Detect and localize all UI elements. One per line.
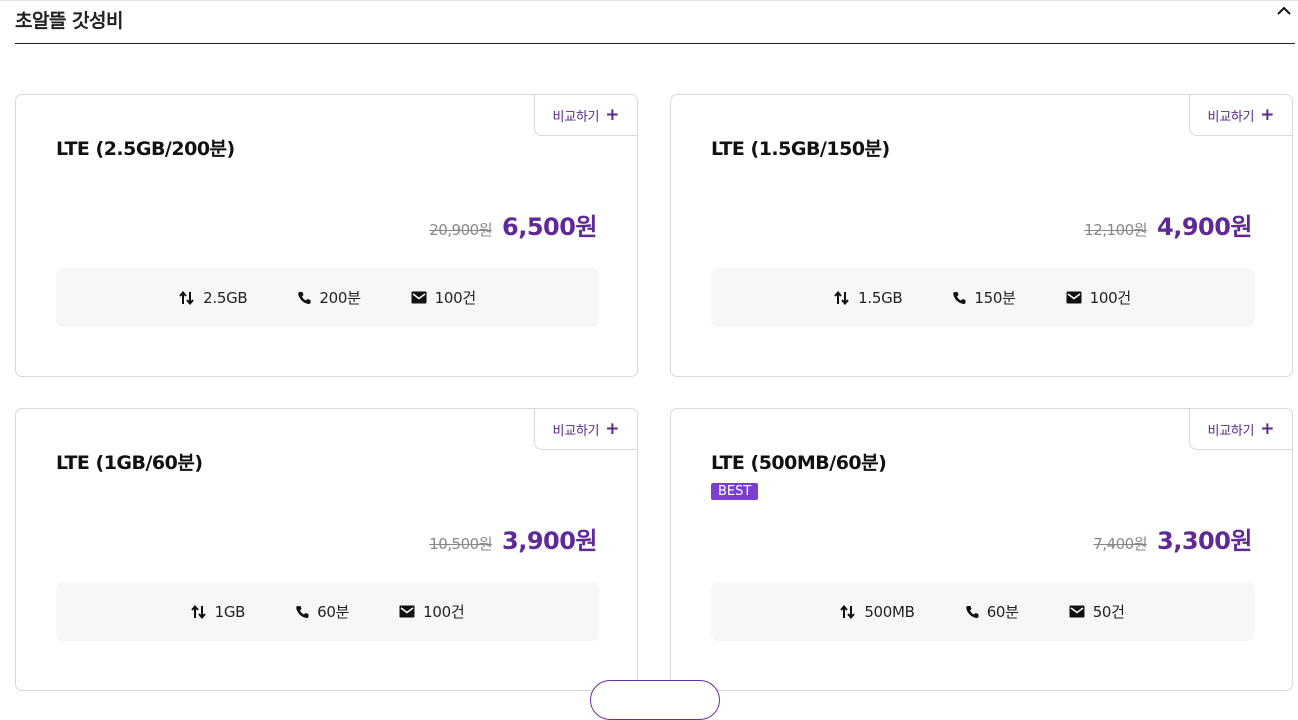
- spec-box: 2.5GB 200분 100건: [56, 268, 599, 327]
- spec-sms: 100건: [1066, 287, 1131, 308]
- sale-price: 3,900원: [502, 527, 598, 555]
- compare-label: 비교하기: [1207, 423, 1255, 439]
- spec-sms-value: 100건: [434, 289, 477, 307]
- spec-sms: 100건: [411, 287, 476, 308]
- data-arrows-icon: [179, 290, 194, 305]
- mail-icon: [1066, 291, 1082, 304]
- spec-data: 1GB: [190, 602, 246, 621]
- spec-data-value: 500MB: [864, 602, 915, 621]
- phone-icon: [965, 605, 979, 618]
- original-price: 20,900원: [429, 221, 492, 239]
- spec-data: 1.5GB: [834, 288, 903, 307]
- compare-button[interactable]: 비교하기 +: [1189, 409, 1292, 450]
- mail-icon: [1069, 605, 1085, 618]
- compare-button[interactable]: 비교하기 +: [534, 95, 637, 136]
- original-price: 7,400원: [1093, 535, 1147, 553]
- plan-card[interactable]: 비교하기 + LTE (500MB/60분) BEST 7,400원 3,300…: [670, 408, 1293, 691]
- spec-data: 2.5GB: [179, 288, 248, 307]
- sale-price: 6,500원: [502, 213, 598, 241]
- plus-icon: +: [605, 418, 620, 439]
- plan-name: LTE (500MB/60분): [711, 452, 887, 474]
- compare-button[interactable]: 비교하기 +: [534, 409, 637, 450]
- spec-data-value: 1GB: [214, 602, 246, 621]
- spec-sms-value: 100건: [1089, 289, 1132, 307]
- spec-box: 1GB 60분 100건: [56, 582, 599, 641]
- data-arrows-icon: [834, 290, 849, 305]
- spec-data: 500MB: [840, 602, 915, 621]
- spec-voice-value: 60분: [317, 603, 350, 621]
- spec-voice: 60분: [965, 601, 1019, 622]
- plan-card[interactable]: 비교하기 + LTE (1GB/60분) 10,500원 3,900원 1GB …: [15, 408, 638, 691]
- spec-box: 1.5GB 150분 100건: [711, 268, 1254, 327]
- price-row: 7,400원 3,300원: [1093, 521, 1252, 556]
- plan-name: LTE (1GB/60분): [56, 452, 203, 474]
- spec-voice-value: 150분: [974, 289, 1016, 307]
- spec-data-value: 2.5GB: [203, 288, 248, 307]
- compare-label: 비교하기: [552, 109, 600, 125]
- spec-voice: 60분: [295, 601, 349, 622]
- top-divider: [0, 0, 1298, 1]
- plan-card[interactable]: 비교하기 + LTE (1.5GB/150분) 12,100원 4,900원 1…: [670, 94, 1293, 377]
- spec-sms-value: 100건: [423, 603, 465, 621]
- plus-icon: +: [1260, 104, 1275, 125]
- spec-voice: 200분: [297, 287, 361, 308]
- phone-icon: [298, 291, 311, 304]
- plus-icon: +: [1260, 418, 1275, 439]
- original-price: 12,100원: [1084, 221, 1147, 239]
- plan-name: LTE (1.5GB/150분): [711, 138, 890, 160]
- spec-data-value: 1.5GB: [858, 288, 903, 307]
- compare-button[interactable]: 비교하기 +: [1189, 95, 1292, 136]
- spec-voice-value: 60분: [986, 603, 1019, 621]
- plus-icon: +: [605, 104, 620, 125]
- spec-voice: 150분: [952, 287, 1016, 308]
- data-arrows-icon: [190, 604, 206, 619]
- mail-icon: [411, 291, 427, 304]
- mail-icon: [399, 605, 415, 618]
- plan-name: LTE (2.5GB/200분): [56, 138, 235, 160]
- collapse-button[interactable]: [1273, 2, 1295, 20]
- section-header: 초알뜰 갓성비: [15, 0, 1295, 44]
- sale-price: 3,300원: [1157, 527, 1253, 555]
- more-button[interactable]: [590, 680, 720, 720]
- sale-price: 4,900원: [1157, 213, 1253, 241]
- compare-label: 비교하기: [1207, 109, 1255, 125]
- compare-label: 비교하기: [552, 423, 600, 439]
- phone-icon: [953, 291, 966, 304]
- data-arrows-icon: [840, 604, 856, 619]
- spec-sms: 50건: [1069, 601, 1125, 622]
- best-badge: BEST: [711, 483, 759, 500]
- spec-box: 500MB 60분 50건: [711, 582, 1254, 641]
- price-row: 20,900원 6,500원: [429, 207, 597, 242]
- section-title: 초알뜰 갓성비: [15, 10, 124, 32]
- original-price: 10,500원: [429, 535, 492, 553]
- price-row: 10,500원 3,900원: [429, 521, 597, 556]
- plan-card[interactable]: 비교하기 + LTE (2.5GB/200분) 20,900원 6,500원 2…: [15, 94, 638, 377]
- spec-sms-value: 50건: [1092, 603, 1125, 621]
- chevron-up-icon: [1277, 6, 1291, 15]
- spec-voice-value: 200분: [319, 289, 361, 307]
- phone-icon: [296, 605, 309, 618]
- spec-sms: 100건: [399, 601, 465, 622]
- price-row: 12,100원 4,900원: [1084, 207, 1252, 242]
